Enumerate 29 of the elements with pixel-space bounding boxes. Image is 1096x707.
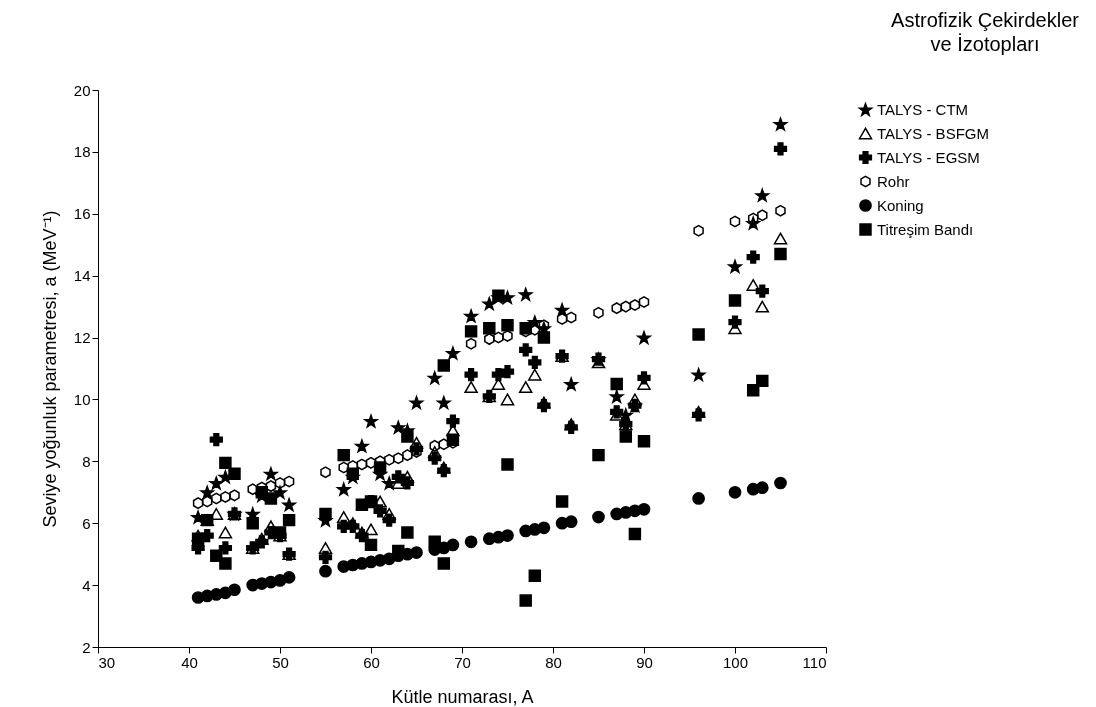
y-tick-label: 18 <box>73 143 91 161</box>
y-tick-label: 4 <box>82 576 91 594</box>
x-tick-label: 50 <box>272 653 289 671</box>
x-tick-label: 110 <box>802 653 827 671</box>
x-tick-label: 100 <box>722 653 749 671</box>
legend-label: TALYS - CTM <box>877 100 969 118</box>
y-axis-title: Seviye yoğunluk parametresi, a (MeV⁻¹) <box>39 210 60 528</box>
x-tick-label: 30 <box>98 653 116 671</box>
x-tick-label: 70 <box>454 653 471 671</box>
x-tick-label: 40 <box>181 653 198 671</box>
x-tick-label: 90 <box>636 653 653 671</box>
legend-label: Rohr <box>877 172 910 190</box>
text: Astrofizik Çekirdekler <box>891 9 1079 31</box>
legend-label: Titreşim Bandı <box>877 220 974 238</box>
y-tick-label: 12 <box>73 329 91 347</box>
y-tick-label: 16 <box>73 205 91 223</box>
y-tick-label: 20 <box>73 81 91 99</box>
y-tick-label: 14 <box>73 267 91 285</box>
y-tick-label: 10 <box>73 390 91 408</box>
y-tick-label: 6 <box>82 514 91 532</box>
legend-label: TALYS - BSFGM <box>877 124 989 142</box>
x-axis-title: Kütle numarası, A <box>391 686 534 707</box>
legend-label: Koning <box>877 196 924 214</box>
y-tick-label: 2 <box>82 638 91 656</box>
y-tick-label: 8 <box>82 452 91 470</box>
x-tick-label: 80 <box>545 653 562 671</box>
x-tick-label: 60 <box>363 653 380 671</box>
legend-label: TALYS - EGSM <box>877 148 980 166</box>
text: ve İzotopları <box>930 33 1040 55</box>
